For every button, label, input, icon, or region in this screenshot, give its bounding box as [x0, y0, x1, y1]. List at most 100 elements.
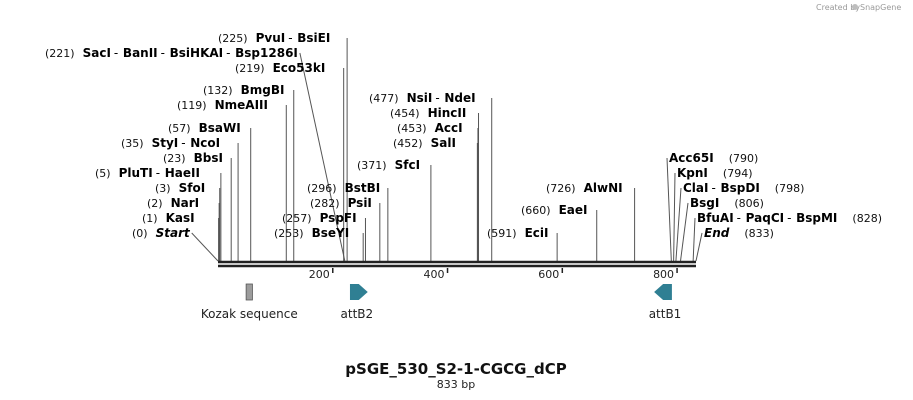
cut-site-label[interactable]: (660) EaeI: [521, 203, 588, 217]
enzyme-name[interactable]: SfoI: [179, 181, 206, 195]
cut-site-label[interactable]: (371) SfcI: [357, 158, 420, 172]
enzyme-name[interactable]: NarI: [171, 196, 200, 210]
enzyme-name[interactable]: SalI: [431, 136, 456, 150]
enzyme-name[interactable]: HaeII: [165, 166, 200, 180]
enzyme-name[interactable]: BsgI: [690, 196, 719, 210]
site-position: (3): [155, 182, 171, 195]
cut-site-label[interactable]: (225) PvuI - BsiEI: [218, 31, 330, 45]
cut-site-label[interactable]: (477) NsiI - NdeI: [369, 91, 476, 105]
enzyme-name[interactable]: BsiEI: [297, 31, 330, 45]
site-position: (119): [177, 99, 207, 112]
enzyme-name[interactable]: BfuAI: [697, 211, 734, 225]
arrow-left-icon: [654, 284, 672, 300]
enzyme-name[interactable]: EaeI: [559, 203, 588, 217]
cut-site-label[interactable]: (5) PluTI - HaeII: [95, 166, 200, 180]
site-position: (35): [121, 137, 144, 150]
cut-site-label[interactable]: (23) BbsI: [163, 151, 223, 165]
enzyme-name[interactable]: KpnI: [677, 166, 708, 180]
site-position: (794): [723, 167, 753, 180]
enzyme-name[interactable]: BsaWI: [199, 121, 241, 135]
feature-attb2[interactable]: attB2: [341, 284, 374, 321]
enzyme-name[interactable]: BanII: [123, 46, 158, 60]
feature-kozak-sequence[interactable]: Kozak sequence: [201, 283, 298, 321]
cut-site-label[interactable]: (119) NmeAIII: [177, 98, 268, 112]
cut-site-label[interactable]: (296) BstBI: [307, 181, 380, 195]
enzyme-name[interactable]: PspFI: [320, 211, 357, 225]
cut-site-label[interactable]: BfuAI - PaqCI - BspMI (828): [697, 211, 882, 225]
plasmid-name: pSGE_530_S2-1-CGCG_dCP: [345, 360, 566, 378]
cut-site-label[interactable]: (282) PsiI: [310, 196, 372, 210]
enzyme-name[interactable]: HincII: [428, 106, 467, 120]
enzyme-separator: -: [435, 91, 439, 105]
enzyme-name[interactable]: NmeAIII: [215, 98, 268, 112]
site-position: (453): [397, 122, 427, 135]
enzyme-name[interactable]: NcoI: [190, 136, 220, 150]
cut-site-label[interactable]: KpnI (794): [677, 166, 753, 180]
site-position: (477): [369, 92, 399, 105]
enzyme-name[interactable]: Acc65I: [669, 151, 714, 165]
enzyme-name[interactable]: BmgBI: [241, 83, 285, 97]
cut-site-label[interactable]: (57) BsaWI: [168, 121, 241, 135]
cut-site-label[interactable]: (132) BmgBI: [203, 83, 284, 97]
cut-site-label[interactable]: (257) PspFI: [282, 211, 357, 225]
feature-label: attB1: [649, 307, 682, 321]
enzyme-name[interactable]: NdeI: [444, 91, 475, 105]
cut-site-label[interactable]: (219) Eco53kI: [235, 61, 325, 75]
feature-attb1[interactable]: attB1: [649, 284, 682, 321]
cut-site-connector: [191, 232, 219, 262]
site-position: (0): [132, 227, 148, 240]
cut-site-label[interactable]: (3) SfoI: [155, 181, 205, 195]
enzyme-name[interactable]: StyI: [152, 136, 179, 150]
cut-site-label[interactable]: End (833): [704, 226, 774, 240]
enzyme-name[interactable]: SacI: [83, 46, 111, 60]
enzyme-name[interactable]: BsiHKAI: [170, 46, 224, 60]
cut-site-label[interactable]: (221) SacI - BanII - BsiHKAI - Bsp1286I: [45, 46, 298, 60]
cut-site-label[interactable]: (452) SalI: [393, 136, 456, 150]
cut-site-label[interactable]: (2) NarI: [147, 196, 199, 210]
enzyme-separator: -: [226, 46, 230, 60]
enzyme-name[interactable]: End: [704, 226, 730, 240]
enzyme-name[interactable]: AlwNI: [584, 181, 623, 195]
enzyme-name[interactable]: BspDI: [720, 181, 759, 195]
tick-label: 200: [309, 268, 330, 281]
enzyme-name[interactable]: PaqCI: [746, 211, 784, 225]
snapgene-logo-icon: [852, 4, 858, 10]
cut-site-label[interactable]: (454) HincII: [390, 106, 466, 120]
enzyme-name[interactable]: PsiI: [348, 196, 372, 210]
cut-site-label[interactable]: (35) StyI - NcoI: [121, 136, 220, 150]
enzyme-name[interactable]: BstBI: [345, 181, 381, 195]
sequence-backbone[interactable]: [218, 260, 696, 268]
enzyme-name[interactable]: BseYI: [312, 226, 350, 240]
enzyme-name[interactable]: NsiI: [407, 91, 433, 105]
enzyme-name[interactable]: Eco53kI: [273, 61, 326, 75]
enzyme-name[interactable]: BbsI: [194, 151, 223, 165]
enzyme-separator: -: [288, 31, 292, 45]
cut-site-connector: [299, 52, 346, 262]
site-position: (282): [310, 197, 340, 210]
axis-ticks: 200 400 600 800: [309, 268, 678, 281]
enzyme-name[interactable]: AccI: [435, 121, 463, 135]
enzyme-separator: -: [787, 211, 791, 225]
enzyme-name[interactable]: PvuI: [256, 31, 286, 45]
cut-site-label[interactable]: (453) AccI: [397, 121, 463, 135]
credit-brand[interactable]: SnapGene: [860, 3, 901, 12]
enzyme-name[interactable]: PluTI: [119, 166, 153, 180]
arrow-right-icon: [349, 284, 368, 300]
enzyme-name[interactable]: SfcI: [395, 158, 420, 172]
enzyme-name[interactable]: KasI: [166, 211, 195, 225]
enzyme-name[interactable]: BspMI: [796, 211, 837, 225]
enzyme-name[interactable]: Bsp1286I: [235, 46, 298, 60]
cut-site-label[interactable]: Acc65I (790): [669, 151, 758, 165]
site-position: (253): [274, 227, 304, 240]
cut-site-label[interactable]: (0) Start: [132, 226, 191, 240]
cut-site-label[interactable]: (726) AlwNI: [546, 181, 623, 195]
cut-site-label[interactable]: (1) KasI: [142, 211, 195, 225]
enzyme-name[interactable]: Start: [156, 226, 191, 240]
cut-site-label[interactable]: (253) BseYI: [274, 226, 349, 240]
enzyme-name[interactable]: EciI: [525, 226, 549, 240]
feature-label: attB2: [341, 307, 374, 321]
enzyme-name[interactable]: ClaI: [683, 181, 708, 195]
cut-site-label[interactable]: ClaI - BspDI (798): [683, 181, 804, 195]
cut-site-label[interactable]: (591) EciI: [487, 226, 548, 240]
cut-site-label[interactable]: BsgI (806): [690, 196, 764, 210]
